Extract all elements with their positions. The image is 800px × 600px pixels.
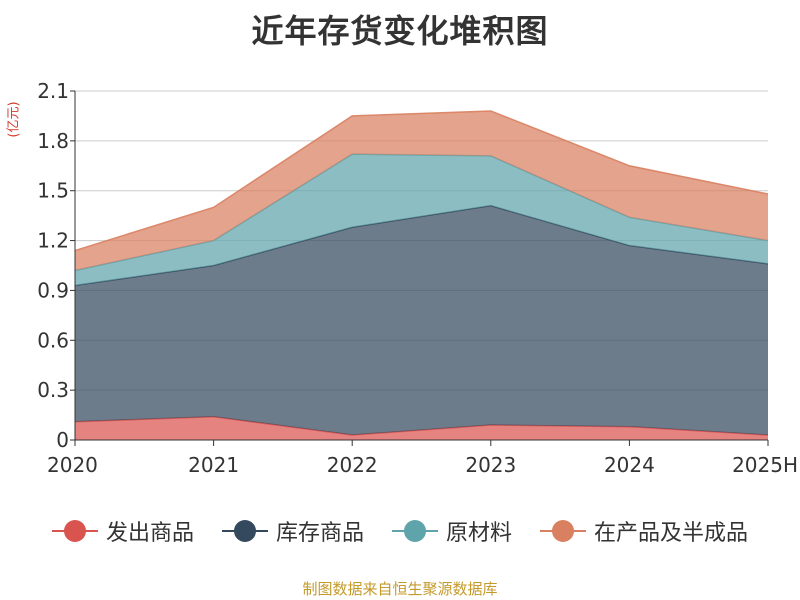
y-tick-label: 0 bbox=[56, 428, 69, 452]
area-series-4-edge bbox=[74, 110, 769, 252]
legend-label: 库存商品 bbox=[275, 521, 364, 546]
area-series-4 bbox=[75, 110, 768, 271]
x-tick-label: 2022 bbox=[327, 453, 378, 477]
legend-item-1[interactable]: 发出商品 bbox=[51, 515, 194, 547]
y-tick-label: 1.5 bbox=[37, 179, 69, 203]
data-source-note: 制图数据来自恒生聚源数据库 bbox=[302, 580, 498, 598]
y-tick-label: 2.1 bbox=[37, 79, 69, 103]
legend-item-3[interactable]: 原材料 bbox=[392, 515, 512, 547]
x-tick-label: 2020 bbox=[47, 453, 98, 477]
area-series-1 bbox=[75, 416, 768, 440]
y-tick-label: 0.3 bbox=[37, 378, 69, 402]
legend-marker-icon bbox=[221, 519, 268, 543]
x-tick-label: 2023 bbox=[465, 453, 516, 477]
legend-item-4[interactable]: 在产品及半成品 bbox=[540, 515, 748, 547]
y-tick-label: 0.9 bbox=[37, 278, 69, 302]
legend-label: 发出商品 bbox=[105, 521, 194, 546]
x-tick-label: 2025H bbox=[732, 453, 798, 477]
legend-marker-icon bbox=[51, 519, 98, 543]
y-tick-label: 1.2 bbox=[37, 229, 69, 253]
legend-item-2[interactable]: 库存商品 bbox=[221, 515, 364, 547]
legend-marker-icon bbox=[392, 519, 438, 543]
area-layer bbox=[74, 110, 769, 440]
area-series-3 bbox=[75, 154, 768, 286]
x-tick-label: 2024 bbox=[604, 453, 655, 477]
legend-label: 原材料 bbox=[446, 521, 513, 546]
x-tick-label: 2021 bbox=[188, 453, 239, 477]
legend: 发出商品 库存商品 原材料 在产品及半成品 bbox=[0, 515, 800, 547]
legend-marker-icon bbox=[540, 519, 587, 543]
chart-title: 近年存货变化堆积图 bbox=[251, 12, 549, 50]
y-tick-label: 0.6 bbox=[37, 328, 69, 352]
axis-layer: 0 0.3 0.6 0.9 1.2 1.5 1.8 2.1 2020 2021 2022 2023 20… bbox=[37, 79, 798, 477]
area-series-2 bbox=[75, 205, 768, 436]
legend-label: 在产品及半成品 bbox=[594, 521, 749, 546]
y-tick-label: 1.8 bbox=[37, 129, 69, 153]
